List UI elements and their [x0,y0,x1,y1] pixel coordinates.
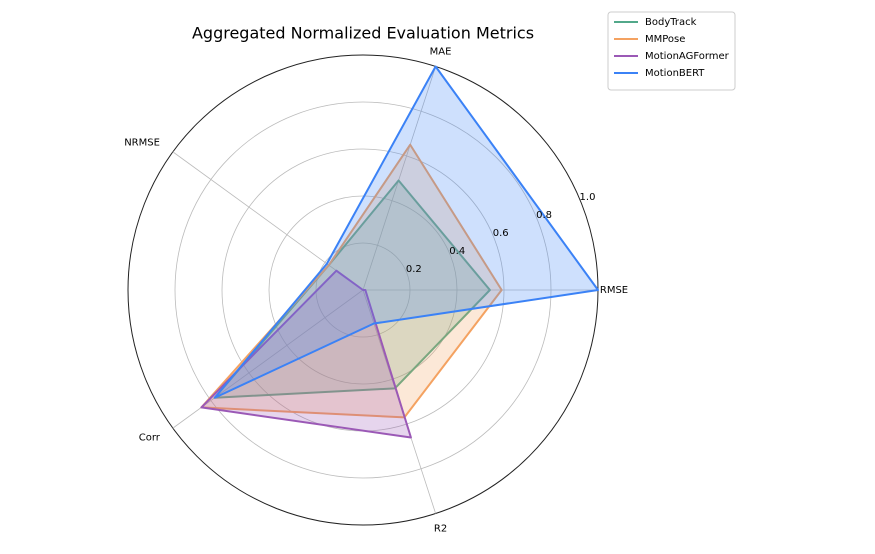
axis-label: MAE [430,46,452,57]
series-area [213,179,491,399]
r-tick-label: 1.0 [580,192,596,203]
spoke [172,151,364,291]
r-tick-label: 0.4 [449,246,465,257]
legend-label: MotionBERT [645,68,705,79]
axis-label: RMSE [600,285,628,296]
r-tick-label: 0.2 [406,264,422,275]
r-tick-label: 0.8 [536,210,552,221]
chart-title: Aggregated Normalized Evaluation Metrics [192,24,534,43]
legend-label: MMPose [645,34,685,45]
legend: BodyTrack MMPose MotionAGFormer MotionBERT [607,11,736,91]
legend-box [607,11,736,91]
axis-label: NRMSE [124,137,160,148]
spoke [362,66,436,291]
axis-label: Corr [139,433,161,444]
legend-label: MotionAGFormer [645,51,730,62]
legend-label: BodyTrack [645,17,697,28]
r-tick-label: 0.6 [493,228,509,239]
series-area [213,65,599,399]
axis-label: R2 [434,524,447,535]
